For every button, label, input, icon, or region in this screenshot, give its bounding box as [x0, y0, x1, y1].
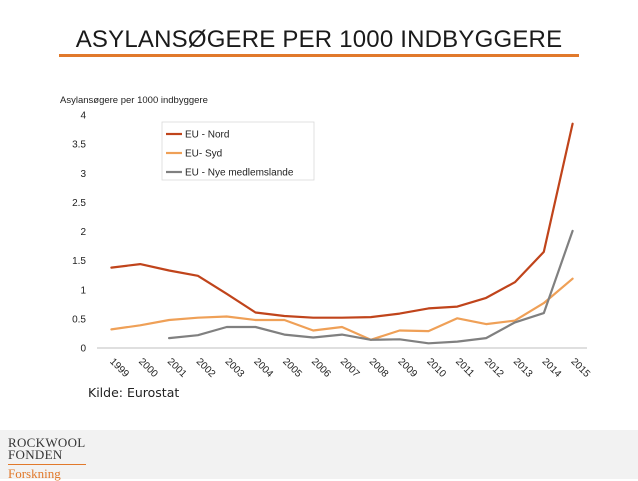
page-title: ASYLANSØGERE PER 1000 INDBYGGERE	[75, 26, 563, 53]
title-underline	[59, 54, 579, 57]
x-tick-label: 2011	[453, 356, 476, 379]
x-tick-label: 1999	[107, 356, 131, 380]
y-axis-label: Asylansøgere per 1000 indbyggere	[60, 95, 208, 106]
x-tick-label: 2006	[309, 356, 333, 380]
x-tick-label: 2009	[396, 356, 420, 380]
legend: EU - Nord EU- Syd EU - Nye medlemslande	[161, 121, 315, 181]
y-tick-label: 4	[80, 111, 86, 122]
x-tick-label: 2007	[338, 356, 362, 380]
x-tick-label: 2008	[367, 356, 391, 380]
series-lines	[110, 122, 574, 345]
y-tick-label: 3	[80, 169, 86, 180]
x-tick-label: 2003	[223, 356, 247, 380]
y-tick-label: 2.5	[72, 198, 86, 209]
x-tick-label: 2000	[136, 356, 160, 380]
legend-label: EU- Syd	[185, 149, 222, 160]
x-tick-label: 2013	[511, 356, 535, 380]
y-tick-label: 0	[80, 344, 86, 355]
x-tick-label: 2004	[251, 356, 275, 380]
y-tick-label: 1	[80, 285, 86, 296]
rockwool-fonden-logo: ROCKWOOL FONDEN Forskning	[8, 435, 86, 481]
footer-band	[0, 430, 638, 479]
y-tick-label: 3.5	[72, 140, 86, 151]
x-tick-label: 2001	[165, 356, 189, 380]
series-line-1	[110, 277, 574, 341]
y-axis-ticks: 0 0.5 1 1.5 2 2.5 3 3.5 4	[72, 111, 86, 355]
legend-label: EU - Nord	[185, 130, 229, 141]
y-tick-label: 2	[80, 227, 86, 238]
x-tick-label: 2012	[482, 356, 506, 380]
x-tick-label: 2002	[194, 356, 218, 380]
x-tick-label: 2005	[280, 356, 304, 380]
legend-label: EU - Nye medlemslande	[185, 168, 294, 179]
x-axis-ticks: 1999 2000 2001 2002 2003 2004 2005 2006 2007 2008…	[107, 356, 592, 380]
y-tick-label: 1.5	[72, 256, 86, 267]
x-tick-label: 2014	[540, 356, 564, 380]
legend-box	[161, 121, 315, 181]
x-tick-label: 2010	[424, 356, 448, 380]
source-note: Kilde: Eurostat	[88, 385, 180, 400]
logo-line-3: Forskning	[8, 466, 61, 481]
series-line-2	[168, 229, 574, 345]
logo-rule	[8, 464, 86, 465]
y-tick-label: 0.5	[72, 314, 86, 325]
series-line-0	[110, 122, 574, 319]
x-tick-label: 2015	[568, 356, 592, 380]
logo-line-1: ROCKWOOL	[8, 435, 86, 450]
logo-line-2: FONDEN	[8, 447, 63, 462]
